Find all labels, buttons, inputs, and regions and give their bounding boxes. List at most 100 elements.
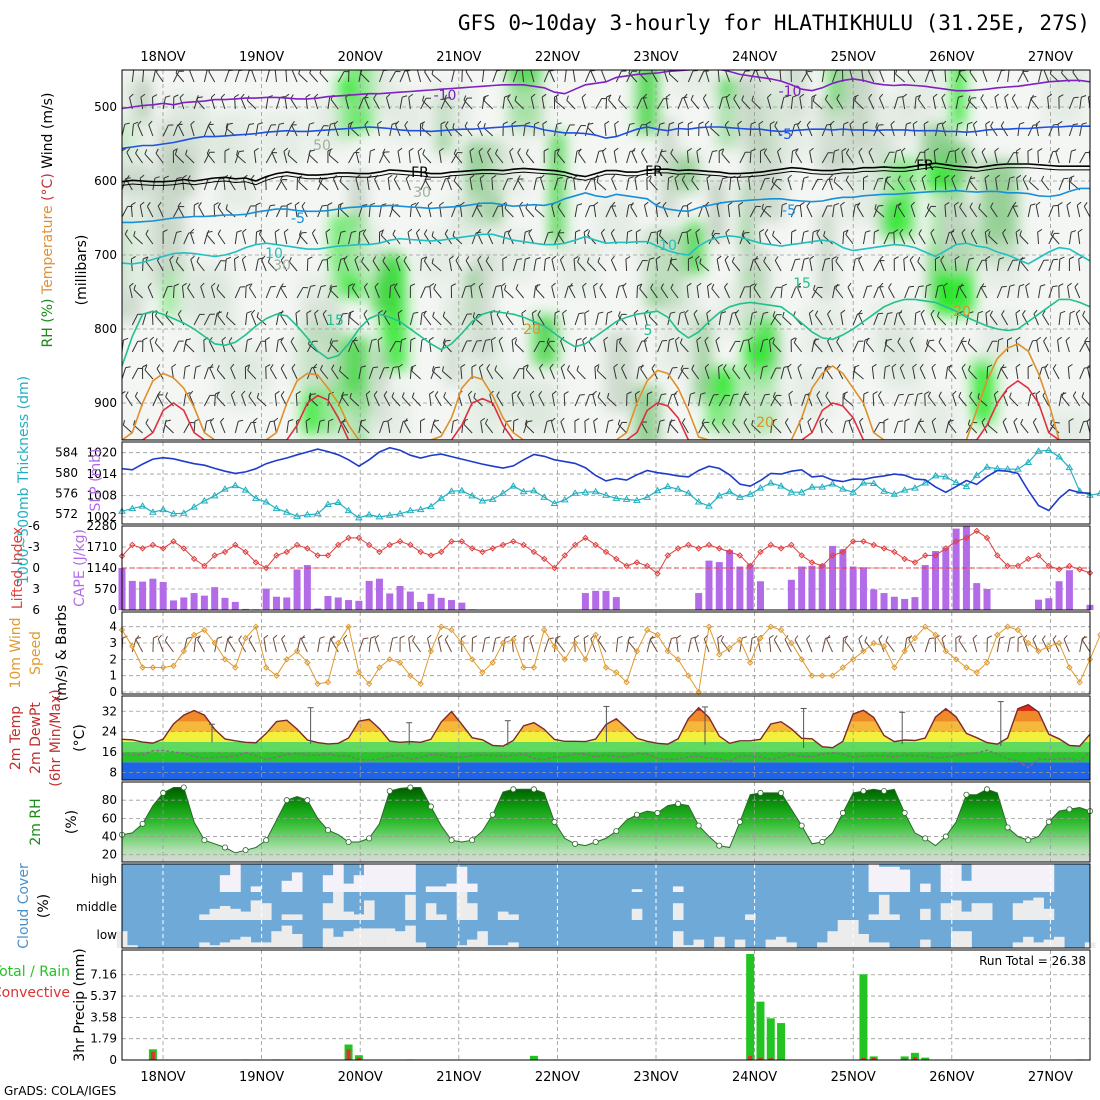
wind-barb-flag bbox=[691, 636, 697, 639]
wind-barb-flag bbox=[954, 201, 959, 206]
wind-barb-flag bbox=[1017, 635, 1023, 639]
wind-barb-flag bbox=[295, 309, 301, 314]
wind-barb bbox=[955, 70, 961, 83]
wind-barb-flag bbox=[642, 93, 648, 99]
cloud-cell bbox=[950, 900, 962, 920]
wind-barb-flag bbox=[814, 310, 819, 316]
cape-bar bbox=[726, 549, 734, 610]
wind-speed-point bbox=[407, 672, 414, 679]
wind-barb bbox=[543, 232, 549, 245]
wind-barb-flag bbox=[226, 256, 232, 260]
wind-speed-point bbox=[602, 664, 610, 671]
wind-barb bbox=[914, 286, 920, 299]
wind-barb bbox=[948, 423, 957, 434]
cloud-cell bbox=[672, 903, 684, 920]
wind-barb bbox=[227, 639, 236, 653]
cape-bar bbox=[592, 590, 600, 610]
wind-barb-flag bbox=[725, 228, 730, 233]
wind-barb bbox=[676, 638, 679, 653]
wind-barb-flag bbox=[432, 419, 436, 425]
wind-barb bbox=[1043, 340, 1050, 353]
wind-barb bbox=[198, 206, 205, 218]
wind-barb-flag bbox=[618, 284, 625, 287]
wind-barb bbox=[659, 153, 669, 164]
wind-barb bbox=[492, 70, 498, 83]
wind-barb-flag bbox=[767, 93, 772, 98]
wind-barb-flag bbox=[311, 228, 316, 234]
wind-barb bbox=[534, 208, 545, 218]
wind-barb bbox=[583, 638, 586, 653]
wind-barb bbox=[395, 124, 401, 137]
wind-barb bbox=[1048, 259, 1054, 272]
wind-barb-flag bbox=[240, 93, 245, 99]
wind-barb-flag bbox=[987, 635, 993, 639]
wind-barb bbox=[968, 369, 978, 380]
wind-barb bbox=[841, 150, 844, 164]
contour-10 bbox=[122, 233, 1090, 265]
lifted-tick: 3 bbox=[32, 582, 40, 596]
wind-barb bbox=[754, 260, 761, 272]
wind-barb-flag bbox=[179, 93, 184, 98]
wind-barb-flag bbox=[473, 392, 476, 398]
wind-barb bbox=[283, 151, 288, 164]
wind-barb bbox=[152, 394, 159, 407]
wind-barb bbox=[622, 286, 628, 299]
wind-barb bbox=[329, 289, 339, 299]
lifted-point bbox=[520, 541, 527, 549]
wind-barb-flag bbox=[535, 257, 542, 260]
wind-barb-flag bbox=[500, 282, 506, 287]
wind-barb bbox=[1020, 261, 1029, 272]
rh-point bbox=[963, 791, 970, 798]
thickness-point bbox=[972, 471, 981, 478]
wind-barb bbox=[461, 286, 467, 299]
wind-barb-flag bbox=[190, 120, 195, 125]
wind-barb-flag bbox=[1020, 418, 1024, 424]
wind-barb-flag bbox=[1015, 228, 1021, 233]
wind-barb-flag bbox=[845, 148, 850, 154]
wind-barb bbox=[183, 367, 186, 380]
wind-barb bbox=[1030, 99, 1039, 110]
wind-barb bbox=[549, 70, 555, 83]
rh-point bbox=[572, 840, 579, 847]
wind-barb-flag bbox=[693, 309, 698, 315]
wind-speed-point bbox=[757, 634, 764, 642]
wind-barb bbox=[173, 232, 177, 245]
wind-barb-flag bbox=[737, 120, 742, 125]
cape-bar bbox=[396, 586, 404, 610]
wind-barb-flag bbox=[674, 174, 679, 179]
wind-barb bbox=[703, 638, 710, 653]
wind-barb bbox=[854, 100, 864, 110]
wind-barb bbox=[604, 124, 607, 137]
wind-barb bbox=[453, 153, 463, 164]
wind-barb-flag bbox=[348, 283, 354, 287]
rh-tick: 80 bbox=[102, 793, 117, 807]
wind-barb bbox=[931, 421, 937, 434]
contour-label: 20 bbox=[523, 322, 541, 338]
wind-speed-point bbox=[530, 664, 538, 671]
wind-barb-flag bbox=[1015, 363, 1021, 368]
wind-barb bbox=[749, 313, 753, 326]
wind-barb bbox=[909, 340, 916, 353]
wind-barb-flag bbox=[479, 363, 484, 368]
wind-barb-flag bbox=[485, 636, 491, 639]
wind-barb bbox=[554, 312, 556, 326]
wind-barb-flag bbox=[1081, 392, 1085, 398]
rh-blob bbox=[299, 274, 340, 325]
wind-barb bbox=[650, 287, 658, 299]
wind-barb bbox=[1017, 286, 1020, 299]
wind-barb bbox=[879, 70, 885, 83]
wind-barb bbox=[980, 98, 988, 110]
rh-area bbox=[122, 787, 1090, 862]
wind-barb bbox=[409, 339, 412, 353]
wind-barb bbox=[203, 421, 208, 434]
wind-barb-flag bbox=[639, 283, 643, 289]
contour--5 bbox=[122, 124, 1090, 150]
wind-barb bbox=[614, 124, 617, 137]
wind-barb bbox=[339, 370, 349, 380]
wind-barb bbox=[505, 315, 514, 326]
wind-barb bbox=[131, 341, 139, 353]
wind-barb-flag bbox=[935, 175, 941, 179]
wind-barb bbox=[405, 178, 411, 191]
lifted-point bbox=[1055, 566, 1063, 573]
cape-bar bbox=[736, 566, 744, 610]
